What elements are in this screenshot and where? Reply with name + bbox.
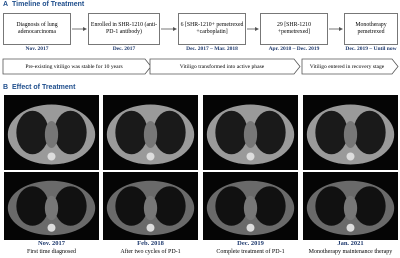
ct-lung	[54, 110, 87, 155]
phase-arrow	[301, 58, 399, 75]
phase-arrow	[2, 58, 152, 75]
step-box: Monotherapy pemetrexed	[344, 13, 398, 45]
ct-lung	[215, 110, 248, 155]
arrow-head	[339, 27, 343, 31]
ct-heart	[343, 195, 358, 221]
ct-heart	[343, 121, 358, 148]
ct-lung	[54, 186, 87, 226]
phase-text: Vitiligo transformed into active phase	[179, 63, 265, 70]
column-date: Dec. 2019	[237, 240, 264, 247]
ct-lung	[353, 186, 386, 226]
ct-lung	[253, 110, 286, 155]
panel-title: Effect of Treatment	[12, 84, 76, 91]
ct-spine	[146, 152, 155, 161]
step-date: Dec. 2017 – Mar. 2018	[186, 46, 238, 52]
ct-heart	[243, 195, 258, 221]
ct-lung	[115, 110, 148, 155]
phase-arrow	[149, 58, 301, 75]
ct-lung	[115, 186, 148, 226]
panel-title: Timeline of Treatment	[12, 1, 85, 8]
step-date: Nov. 2017	[25, 46, 49, 52]
ct-spine	[246, 152, 255, 161]
step-date: Apr. 2018 – Dec. 2019	[268, 46, 320, 52]
column-date: Jan. 2021	[337, 240, 364, 247]
column-caption: After two cycles of PD-1	[120, 249, 181, 255]
step-date: Dec. 2017	[112, 46, 136, 52]
step-box: 6 [SHR-1210+ pemetrexed +carboplatin]	[178, 13, 246, 45]
step-date: Dec. 2019 – Until now	[345, 46, 397, 52]
ct-heart	[143, 121, 158, 148]
ct-spine	[146, 223, 155, 232]
ct-lung	[315, 186, 348, 226]
arrow-head	[173, 27, 177, 31]
ct-spine	[47, 223, 56, 232]
step-box: 29 [SHR-1210 +pemetrexed]	[260, 13, 328, 45]
column-caption: Complete treatment of PD-1	[216, 249, 285, 255]
ct-lung	[215, 186, 248, 226]
phase-text: Vitiligo entered in recovery stage	[309, 63, 385, 70]
panel-label: B	[3, 84, 9, 91]
step-box: Enrolled in SHR-1210 (anti-PD-1 antibody…	[88, 13, 160, 45]
ct-lung	[16, 110, 49, 155]
ct-heart	[44, 195, 59, 221]
column-caption: First time diagnosed	[27, 249, 76, 255]
column-date: Feb. 2018	[137, 240, 164, 247]
ct-spine	[246, 223, 255, 232]
ct-heart	[44, 121, 59, 148]
ct-lung	[153, 186, 186, 226]
ct-lung	[315, 110, 348, 155]
ct-spine	[346, 152, 355, 161]
arrow-head	[83, 27, 87, 31]
ct-heart	[143, 195, 158, 221]
ct-spine	[346, 223, 355, 232]
panel-label: A	[3, 1, 9, 8]
arrow-head	[255, 27, 259, 31]
column-date: Nov. 2017	[37, 240, 66, 247]
ct-lung	[153, 110, 186, 155]
step-box: Diagnosis of lung adenocarcinoma	[3, 13, 71, 45]
ct-lung	[16, 186, 49, 226]
phase-text: Pre-existing vitiligo was stable for 10 …	[25, 63, 123, 70]
ct-lung	[353, 110, 386, 155]
column-caption: Monotherapy maintenance therapy	[308, 249, 393, 255]
ct-lung	[253, 186, 286, 226]
ct-spine	[47, 152, 56, 161]
ct-heart	[243, 121, 258, 148]
